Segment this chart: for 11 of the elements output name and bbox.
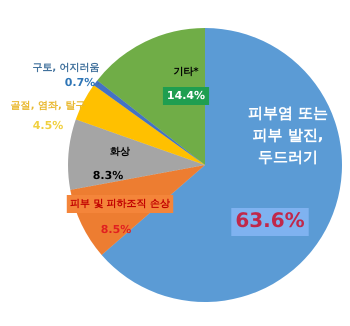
slice-label: 피부염 또는 피부 발진, 두드러기: [248, 104, 328, 166]
slice-label: 구토, 어지러움: [32, 62, 100, 74]
data-label: 63.6%: [235, 208, 305, 232]
data-label: 0.7%: [64, 76, 96, 89]
slice-label: 기타*: [173, 66, 200, 78]
data-label: 8.5%: [100, 222, 132, 236]
data-label: 14.4%: [166, 88, 206, 102]
data-label: 4.5%: [32, 118, 64, 132]
slice-label: 피부 및 피하조직 손상: [70, 198, 170, 210]
slice-label: 화상: [110, 146, 130, 158]
data-label: 8.3%: [92, 168, 124, 182]
